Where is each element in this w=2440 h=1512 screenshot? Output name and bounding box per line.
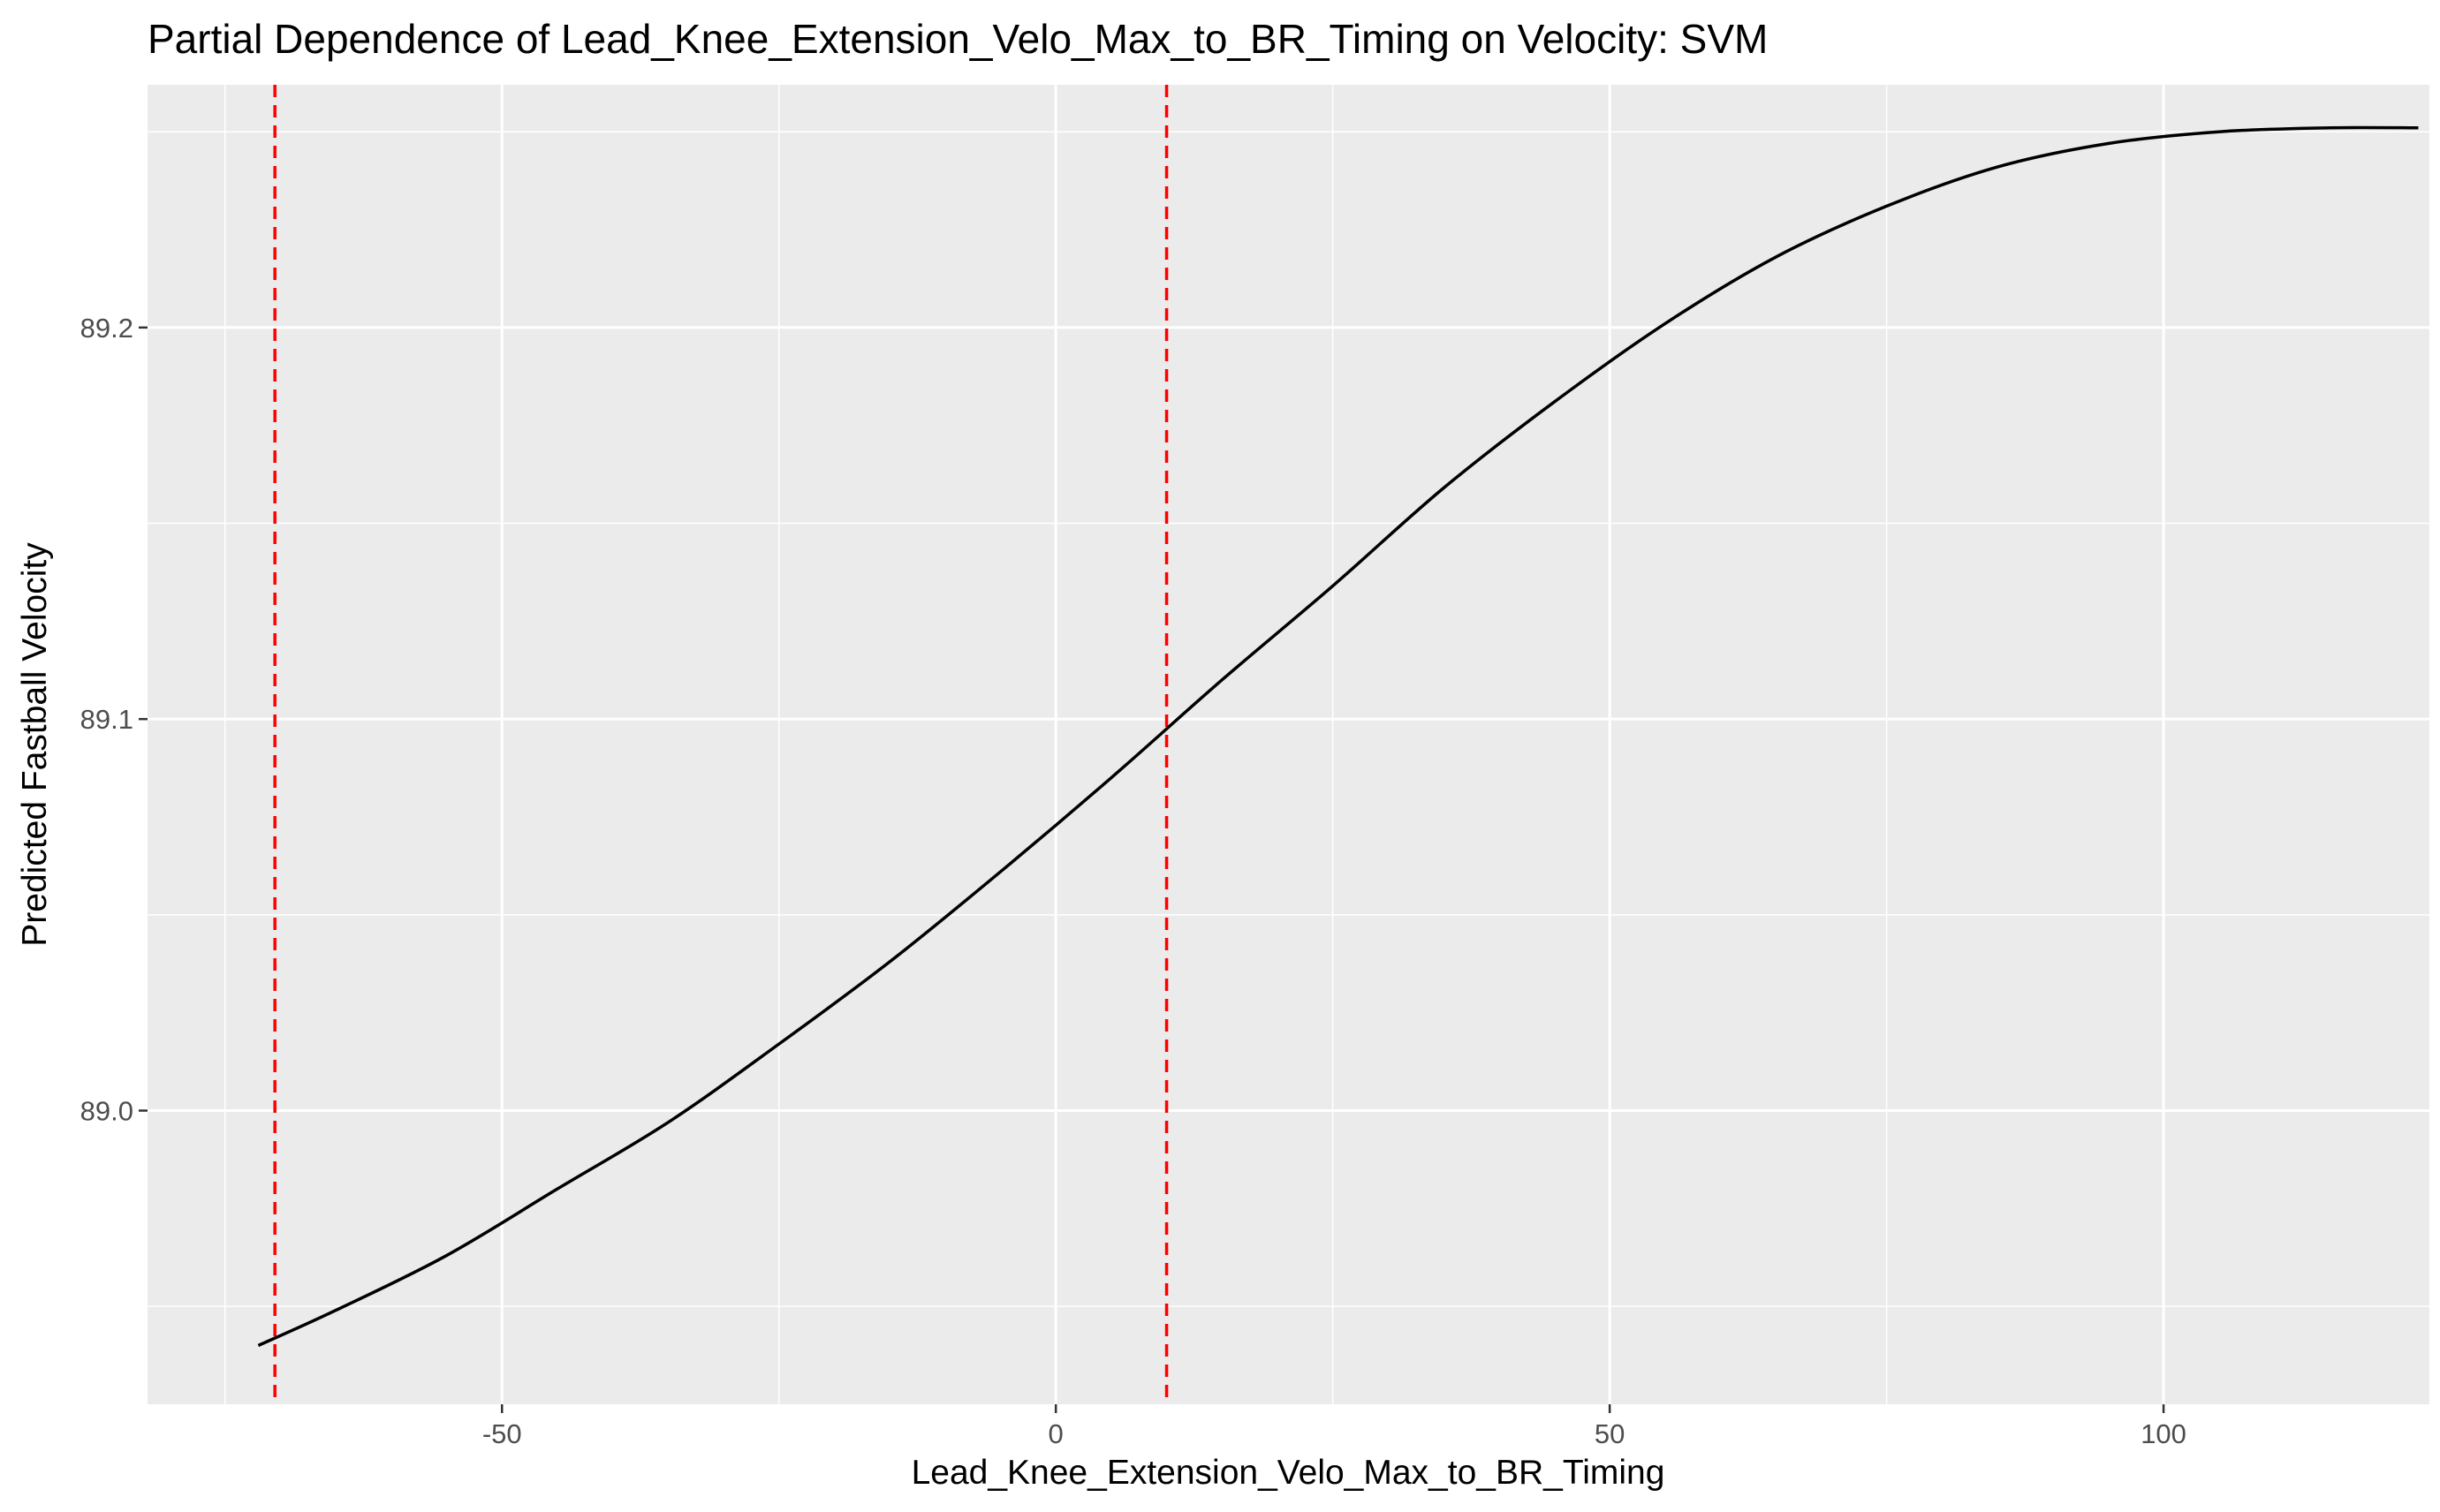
series-line: [257, 125, 2419, 1348]
y-tick-label: 89.0: [80, 1096, 133, 1127]
y-tick-label: 89.2: [80, 313, 133, 344]
reference-lines: [273, 85, 1169, 1404]
y-axis-ticks: 89.0 89.1 89.2: [80, 313, 148, 1127]
x-tick-label: 0: [1049, 1418, 1064, 1449]
x-tick-label: 100: [2141, 1418, 2186, 1449]
x-axis-title: Lead_Knee_Extension_Velo_Max_to_BR_Timin…: [912, 1454, 1665, 1492]
y-tick-label: 89.1: [80, 704, 133, 735]
chart-title: Partial Dependence of Lead_Knee_Extensio…: [148, 16, 1768, 62]
plot-panel: [148, 85, 2429, 1404]
x-tick-label: 50: [1595, 1418, 1625, 1449]
major-gridlines: [148, 85, 2429, 1404]
x-axis-ticks: -50 0 50 100: [482, 1404, 2186, 1449]
minor-gridlines: [148, 85, 2429, 1404]
x-tick-label: -50: [482, 1418, 522, 1449]
series-layer: [257, 125, 2419, 1348]
y-axis-title: Predicted Fastball Velocity: [16, 542, 54, 947]
